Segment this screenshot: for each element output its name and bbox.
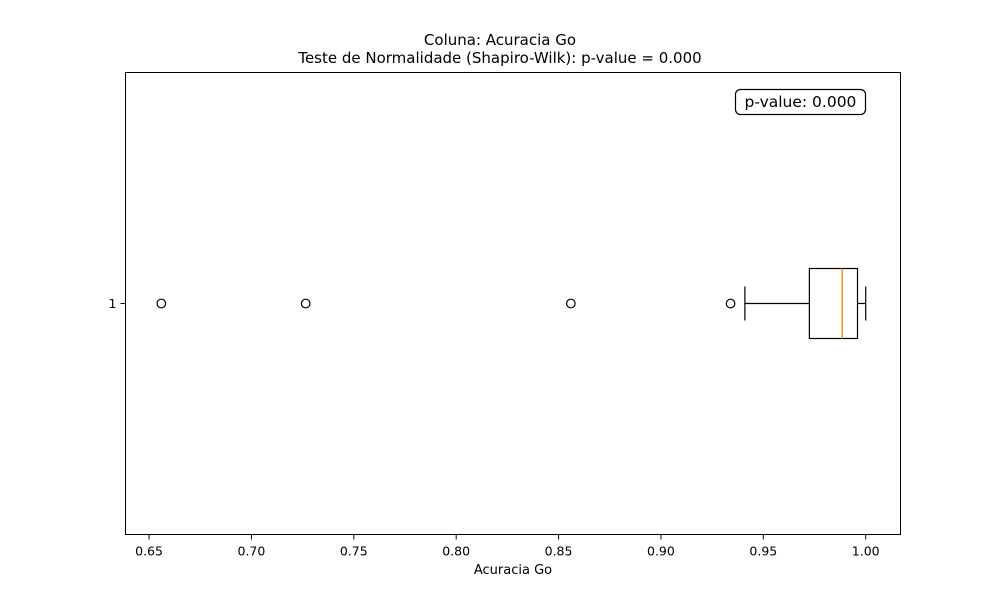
x-axis-label: Acuracia Go — [474, 563, 552, 578]
x-tick-label: 0.70 — [238, 544, 266, 559]
annotation-text: p-value: 0.000 — [745, 93, 857, 111]
x-tick-label: 0.75 — [340, 544, 368, 559]
outlier-point — [565, 298, 576, 309]
x-tick-label: 0.80 — [442, 544, 470, 559]
outlier-point — [725, 298, 736, 309]
annotation-box — [734, 88, 867, 116]
plot-marks — [156, 267, 867, 340]
x-tick-label: 0.95 — [749, 544, 777, 559]
x-tick-label: 0.85 — [545, 544, 573, 559]
x-tick-label: 0.65 — [135, 544, 163, 559]
x-tick-label: 0.90 — [647, 544, 675, 559]
x-tick-label: 1.00 — [852, 544, 880, 559]
p-value-annotation: p-value: 0.000 — [734, 88, 867, 116]
chart-title: Coluna: Acuracia Go — [423, 31, 577, 49]
outlier-point — [300, 298, 311, 309]
x-axis: 0.65 0.70 0.75 0.80 0.85 0.90 0.95 1.00 — [135, 534, 880, 559]
y-axis: 1 — [109, 296, 126, 311]
y-tick-label: 1 — [109, 296, 117, 311]
outlier-point — [156, 298, 167, 309]
iqr-box — [808, 267, 859, 340]
chart-subtitle: Teste de Normalidade (Shapiro-Wilk): p-v… — [298, 49, 702, 67]
